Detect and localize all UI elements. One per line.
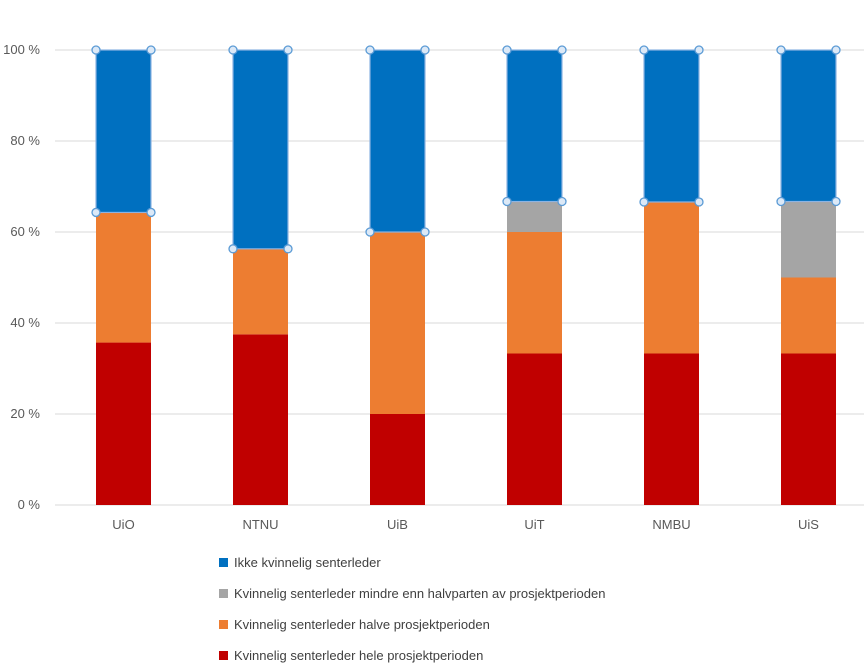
selection-handle[interactable]	[283, 244, 293, 254]
selection-handle[interactable]	[557, 45, 567, 55]
bar-uib-kvinnelig-senterleder-hele-prosjektperioden[interactable]	[370, 414, 425, 505]
selection-handle[interactable]	[694, 197, 704, 207]
selection-handle[interactable]	[365, 227, 375, 237]
bar-nmbu-ikke-kvinnelig-senterleder[interactable]	[644, 50, 699, 202]
legend-label: Kvinnelig senterleder halve prosjektperi…	[234, 617, 490, 632]
selection-handle[interactable]	[831, 45, 841, 55]
y-tick-label: 40 %	[10, 315, 40, 330]
selection-outline	[369, 49, 426, 233]
legend: Ikke kvinnelig senterleder Kvinnelig sent…	[219, 555, 605, 663]
selection-handle[interactable]	[694, 45, 704, 55]
selection-handle[interactable]	[776, 45, 786, 55]
bar-nmbu-kvinnelig-senterleder-halve-prosjektperioden[interactable]	[644, 201, 699, 354]
selection-handle[interactable]	[146, 45, 156, 55]
bar-ntnu-kvinnelig-senterleder-hele-prosjektperioden[interactable]	[233, 334, 288, 505]
bar-uis-ikke-kvinnelig-senterleder[interactable]	[781, 50, 836, 202]
selection-handle[interactable]	[502, 45, 512, 55]
legend-label: Ikke kvinnelig senterleder	[234, 555, 381, 570]
bar-uib-ikke-kvinnelig-senterleder[interactable]	[370, 50, 425, 232]
bar-uit-kvinnelig-senterleder-halve-prosjektperioden[interactable]	[507, 232, 562, 354]
y-axis-tick-labels: 0 % 20 % 40 % 60 % 80 % 100 %	[3, 42, 40, 512]
gridlines	[55, 49, 864, 506]
bar-ntnu-ikke-kvinnelig-senterleder[interactable]	[233, 50, 288, 249]
bar-uit-ikke-kvinnelig-senterleder[interactable]	[507, 50, 562, 202]
selection-handle[interactable]	[502, 196, 512, 207]
x-axis-category-labels: UiO NTNU UiB UiT NMBU UiS	[112, 517, 819, 532]
selection-handle[interactable]	[146, 207, 156, 218]
selection-handle[interactable]	[831, 196, 841, 207]
bar-stacks[interactable]	[96, 50, 836, 505]
bar-uit-kvinnelig-senterleder-mindre-enn-halvparten-av-prosjektperioden[interactable]	[507, 201, 562, 232]
bar-uit-kvinnelig-senterleder-hele-prosjektperioden[interactable]	[507, 353, 562, 505]
bar-uis-kvinnelig-senterleder-mindre-enn-halvparten-av-prosjektperioden[interactable]	[781, 201, 836, 278]
x-tick-label: UiB	[387, 517, 408, 532]
x-tick-label: NTNU	[242, 517, 278, 532]
legend-label: Kvinnelig senterleder hele prosjektperio…	[234, 648, 483, 663]
selection-outline	[643, 49, 700, 203]
selection-outline	[232, 49, 289, 250]
selection-outline	[506, 49, 563, 203]
legend-swatch	[219, 620, 228, 629]
selection-handle[interactable]	[420, 227, 430, 237]
selection-handle[interactable]	[365, 45, 375, 55]
x-tick-label: NMBU	[652, 517, 690, 532]
x-tick-label: UiT	[524, 517, 544, 532]
bar-nmbu-kvinnelig-senterleder-hele-prosjektperioden[interactable]	[644, 353, 699, 505]
legend-swatch	[219, 558, 228, 567]
selection-handle[interactable]	[639, 197, 649, 207]
selection-handle[interactable]	[776, 196, 786, 207]
y-tick-label: 100 %	[3, 42, 40, 57]
selection-handle[interactable]	[557, 196, 567, 207]
y-tick-label: 0 %	[18, 497, 41, 512]
bar-uio-kvinnelig-senterleder-halve-prosjektperioden[interactable]	[96, 212, 151, 343]
bar-uio-ikke-kvinnelig-senterleder[interactable]	[96, 50, 151, 213]
selection-handle[interactable]	[420, 45, 430, 55]
bar-uio-kvinnelig-senterleder-hele-prosjektperioden[interactable]	[96, 342, 151, 505]
selection-handles[interactable]	[91, 45, 841, 254]
y-tick-label: 80 %	[10, 133, 40, 148]
bar-uib-kvinnelig-senterleder-halve-prosjektperioden[interactable]	[370, 232, 425, 414]
bar-uis-kvinnelig-senterleder-hele-prosjektperioden[interactable]	[781, 353, 836, 505]
x-tick-label: UiO	[112, 517, 134, 532]
selection-outline	[95, 49, 152, 214]
bar-uis-kvinnelig-senterleder-halve-prosjektperioden[interactable]	[781, 277, 836, 354]
legend-swatch	[219, 651, 228, 660]
selection-handle[interactable]	[228, 244, 238, 254]
bar-ntnu-kvinnelig-senterleder-halve-prosjektperioden[interactable]	[233, 248, 288, 335]
y-tick-label: 20 %	[10, 406, 40, 421]
y-tick-label: 60 %	[10, 224, 40, 239]
selection-handle[interactable]	[228, 45, 238, 55]
selection-handle[interactable]	[91, 207, 101, 218]
legend-swatch	[219, 589, 228, 598]
x-tick-label: UiS	[798, 517, 819, 532]
selection-handle[interactable]	[91, 45, 101, 55]
legend-label: Kvinnelig senterleder mindre enn halvpar…	[234, 586, 605, 601]
selection-outline	[780, 49, 837, 203]
selection-handle[interactable]	[283, 45, 293, 55]
selection-handle[interactable]	[639, 45, 649, 55]
